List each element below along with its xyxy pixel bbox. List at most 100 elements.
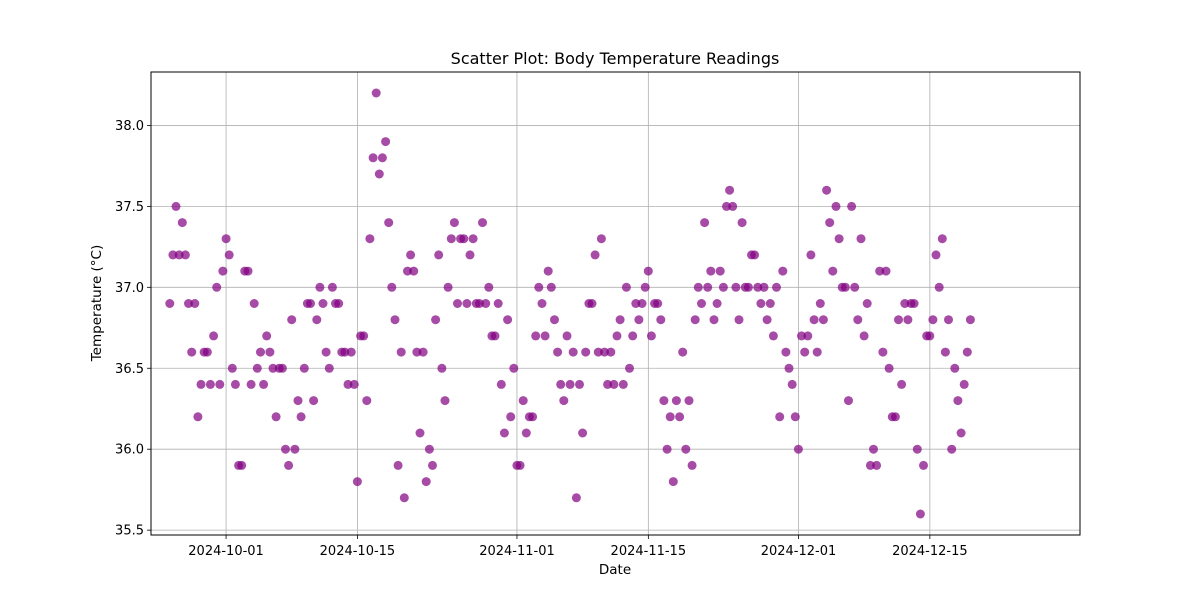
x-tick-label: 2024-11-15 — [611, 544, 687, 559]
grid-lines — [151, 72, 1080, 535]
data-point — [850, 282, 860, 292]
data-point — [606, 347, 616, 357]
data-point — [787, 379, 797, 389]
data-point — [703, 282, 713, 292]
data-point — [396, 347, 406, 357]
data-point — [578, 428, 588, 438]
data-point — [759, 282, 769, 292]
data-point — [565, 379, 575, 389]
data-point — [465, 250, 475, 260]
data-point — [556, 379, 566, 389]
data-point — [637, 299, 647, 308]
data-point — [931, 250, 941, 260]
data-point — [653, 299, 663, 308]
data-point — [859, 331, 869, 341]
data-point — [387, 282, 397, 292]
data-point — [440, 396, 450, 406]
data-point — [249, 299, 259, 308]
data-point — [528, 412, 538, 422]
data-point — [634, 315, 644, 325]
data-point — [797, 331, 806, 341]
data-point — [693, 282, 703, 292]
data-point — [324, 363, 334, 373]
data-point — [284, 460, 294, 470]
data-point — [553, 347, 563, 357]
data-point — [709, 315, 719, 325]
data-point — [662, 444, 672, 454]
data-point — [722, 201, 731, 211]
data-point — [878, 347, 888, 357]
data-point — [840, 282, 850, 292]
data-point — [615, 315, 625, 325]
data-point — [227, 363, 237, 373]
data-point — [481, 299, 491, 308]
data-point — [940, 347, 950, 357]
data-point — [869, 444, 878, 454]
data-point — [706, 266, 716, 276]
data-point — [956, 428, 966, 438]
data-point — [828, 266, 838, 276]
data-point — [603, 379, 613, 389]
data-point — [362, 396, 372, 406]
data-point — [697, 299, 706, 308]
data-point — [731, 282, 741, 292]
data-point — [950, 363, 960, 373]
data-point — [900, 299, 910, 308]
data-point — [421, 477, 431, 487]
data-point — [171, 201, 181, 211]
data-point — [809, 315, 819, 325]
x-tick-label: 2024-10-15 — [320, 544, 396, 559]
data-point — [412, 347, 422, 357]
data-point — [959, 379, 969, 389]
y-tick-label: 35.5 — [115, 524, 144, 539]
data-point — [518, 396, 528, 406]
data-point — [678, 347, 688, 357]
data-point — [550, 315, 559, 325]
data-point — [428, 460, 437, 470]
data-point — [750, 250, 760, 260]
data-point — [334, 299, 344, 308]
data-point — [415, 428, 425, 438]
data-point — [831, 201, 841, 211]
data-point — [962, 347, 972, 357]
data-point — [659, 396, 669, 406]
data-point — [484, 282, 494, 292]
data-points — [165, 88, 975, 519]
data-point — [778, 266, 788, 276]
data-point — [756, 299, 766, 308]
data-point — [224, 250, 234, 260]
y-tick-label: 37.5 — [115, 200, 144, 215]
data-point — [753, 282, 763, 292]
data-point — [365, 234, 375, 244]
data-point — [196, 379, 206, 389]
data-point — [352, 477, 362, 487]
data-point — [909, 299, 919, 308]
data-point — [462, 299, 472, 308]
data-point — [293, 396, 303, 406]
data-point — [424, 444, 434, 454]
data-point — [315, 282, 325, 292]
data-point — [944, 315, 953, 325]
x-axis-ticks: 2024-10-01 2024-10-15 2024-11-01 2024-11-15… — [188, 535, 968, 559]
data-point — [506, 412, 516, 422]
data-point — [237, 460, 247, 470]
data-point — [446, 234, 456, 244]
data-point — [221, 234, 231, 244]
data-point — [493, 299, 503, 308]
data-point — [540, 331, 550, 341]
data-point — [531, 331, 541, 341]
data-point — [478, 218, 487, 228]
data-point — [312, 315, 322, 325]
data-point — [715, 266, 725, 276]
data-point — [734, 315, 744, 325]
data-point — [343, 379, 353, 389]
data-point — [174, 250, 184, 260]
data-point — [265, 347, 275, 357]
x-tick-label: 2024-11-01 — [479, 544, 555, 559]
data-point — [434, 250, 444, 260]
data-point — [490, 331, 500, 341]
data-point — [349, 379, 359, 389]
y-tick-label: 36.0 — [115, 443, 144, 458]
data-point — [393, 460, 403, 470]
data-point — [812, 347, 822, 357]
